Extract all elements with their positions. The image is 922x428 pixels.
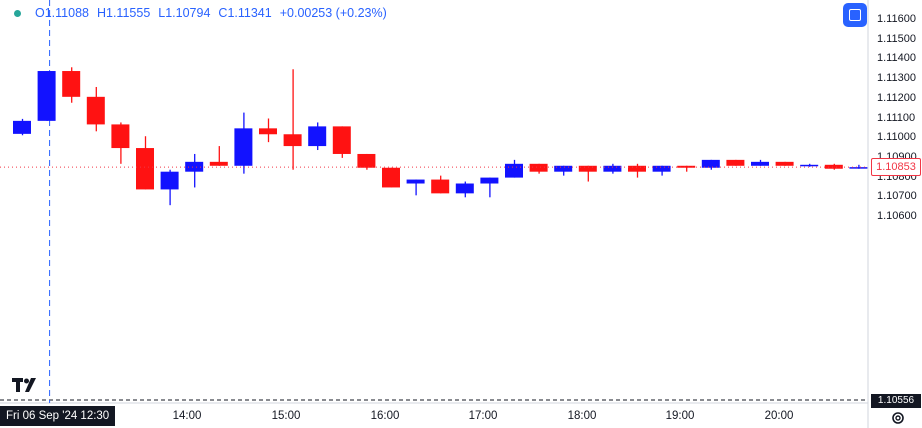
candle-body bbox=[628, 165, 646, 172]
candle-body bbox=[701, 159, 720, 168]
candle-body bbox=[111, 124, 130, 149]
change-value: +0.00253 (+0.23%) bbox=[279, 6, 387, 20]
candle-body bbox=[86, 96, 105, 125]
time-axis-label: 14:00 bbox=[172, 410, 202, 422]
candle-body bbox=[382, 167, 400, 188]
candle-body bbox=[455, 183, 474, 194]
close-value: C1.11341 bbox=[218, 6, 272, 20]
price-axis-label: 1.11400 bbox=[877, 52, 916, 65]
gear-icon[interactable] bbox=[890, 410, 906, 426]
low-value: L1.10794 bbox=[158, 6, 211, 20]
candle-body bbox=[332, 126, 351, 154]
candle-body bbox=[160, 171, 179, 190]
pane-toggle-icon[interactable] bbox=[843, 3, 867, 27]
tradingview-logo-icon[interactable] bbox=[12, 376, 42, 399]
open-value: O1.11088 bbox=[35, 6, 89, 20]
price-axis-label: 1.10600 bbox=[877, 210, 917, 222]
time-axis-label: 18:00 bbox=[567, 410, 597, 422]
candle-body bbox=[259, 128, 277, 135]
candle-body bbox=[824, 164, 843, 169]
price-axis-label: 1.11100 bbox=[877, 111, 916, 124]
candle-body bbox=[308, 126, 327, 147]
time-axis-label: 17:00 bbox=[468, 410, 498, 422]
crosshair-time-label: Fri 06 Sep '24 12:30 bbox=[0, 406, 116, 426]
time-axis-label: 20:00 bbox=[764, 410, 794, 422]
candle-body bbox=[554, 165, 573, 172]
candle-body bbox=[185, 161, 204, 172]
candle-body bbox=[677, 165, 696, 168]
candle-body bbox=[13, 120, 31, 134]
ohlc-header: O1.11088 H1.11555 L1.10794 C1.11341 +0.0… bbox=[14, 6, 387, 20]
price-axis-label: 1.11500 bbox=[877, 32, 916, 45]
candle-body bbox=[505, 163, 523, 178]
candle-body bbox=[775, 161, 794, 166]
candle-body bbox=[357, 153, 376, 168]
candle-body bbox=[529, 163, 548, 172]
time-axis-label: 16:00 bbox=[370, 410, 400, 422]
candle-body bbox=[603, 165, 622, 172]
time-axis-label: 15:00 bbox=[271, 410, 301, 422]
candle-body bbox=[234, 128, 253, 166]
candle-body bbox=[283, 134, 302, 147]
last-price-tag: 1.10853 bbox=[871, 158, 921, 177]
price-axis-label: 1.10700 bbox=[877, 190, 917, 203]
high-value: H1.11555 bbox=[96, 6, 151, 20]
candle-body bbox=[652, 165, 671, 172]
candle-body bbox=[431, 179, 450, 194]
price-axis-label: 1.11000 bbox=[877, 131, 916, 144]
candle-body bbox=[849, 167, 868, 169]
candle-body bbox=[800, 164, 819, 167]
candle-body bbox=[726, 159, 745, 166]
market-status-icon bbox=[14, 9, 21, 17]
candle-body bbox=[136, 148, 154, 190]
time-axis-label: 19:00 bbox=[665, 410, 695, 422]
candle-body bbox=[209, 161, 228, 166]
price-axis-label: 1.11200 bbox=[877, 91, 916, 104]
candle-body bbox=[578, 165, 597, 172]
price-axis-label: 1.11300 bbox=[877, 72, 916, 85]
candle-body bbox=[406, 179, 425, 184]
price-axis-label: 1.11600 bbox=[877, 13, 916, 25]
candle-body bbox=[751, 161, 769, 166]
candle-body bbox=[62, 71, 81, 97]
candle-body bbox=[37, 71, 56, 121]
low-price-tag: 1.10556 bbox=[871, 394, 921, 408]
candle-body bbox=[480, 177, 499, 184]
